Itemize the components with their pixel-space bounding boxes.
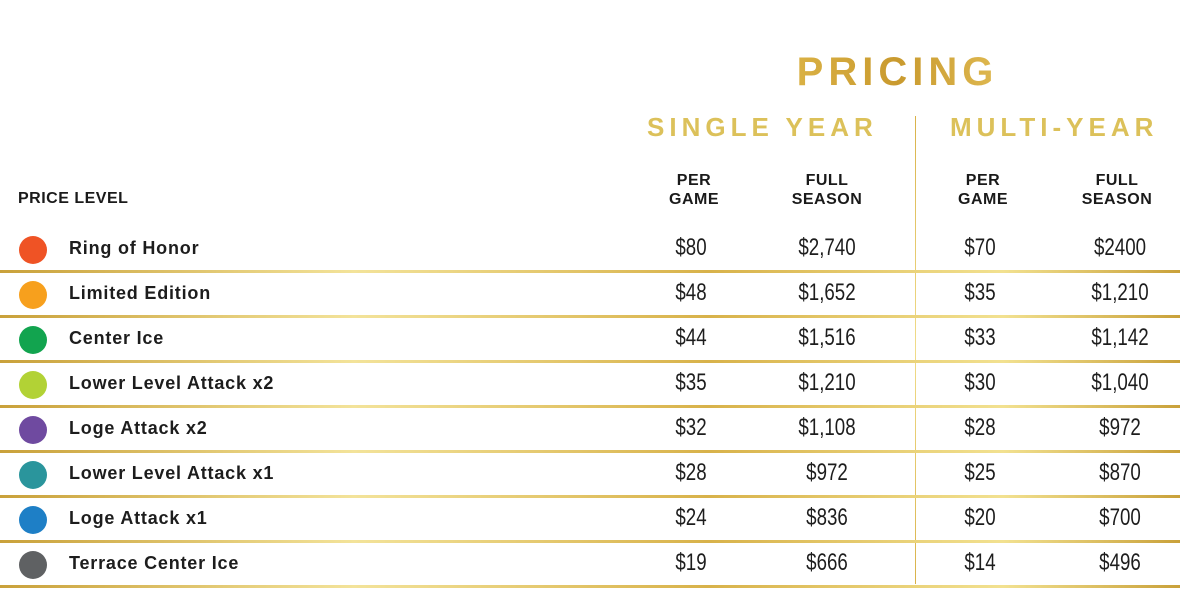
single-per-game-price: $28 <box>675 459 707 486</box>
single-full-season-price: $972 <box>806 459 848 486</box>
price-level-color-dot <box>19 416 47 444</box>
price-level-name: Lower Level Attack x1 <box>69 463 275 483</box>
single-year-heading: SINGLE YEAR <box>647 112 878 142</box>
multi-per-game-price: $35 <box>964 279 996 306</box>
column-divider <box>915 116 916 584</box>
multi-per-game-header-text: PER GAME <box>958 172 1008 208</box>
multi-per-game-price: $14 <box>964 549 996 576</box>
table-row: Limited Edition $48 $1,652 $35 $1,210 <box>0 273 1180 318</box>
price-level-color-dot <box>19 551 47 579</box>
table-row: Lower Level Attack x1 $28 $972 $25 $870 <box>0 453 1180 498</box>
single-per-game-price: $35 <box>675 369 707 396</box>
table-row: Terrace Center Ice $19 $666 $14 $496 <box>0 543 1180 588</box>
price-level-color-dot <box>19 236 47 264</box>
table-row: Ring of Honor $80 $2,740 $70 $2400 <box>0 228 1180 273</box>
single-per-game-price: $80 <box>675 234 707 261</box>
price-level-header: PRICE LEVEL <box>18 190 129 207</box>
single-per-game-price: $24 <box>675 504 707 531</box>
table-row: Loge Attack x2 $32 $1,108 $28 $972 <box>0 408 1180 453</box>
multi-per-game-price: $70 <box>964 234 996 261</box>
multi-per-game-price: $33 <box>964 324 996 351</box>
multi-full-season-price: $870 <box>1099 459 1141 486</box>
page-title: PRICING <box>760 50 1035 95</box>
single-per-game-header-text: PER GAME <box>669 172 719 208</box>
price-level-color-dot <box>19 461 47 489</box>
single-per-game-price: $44 <box>675 324 707 351</box>
price-level-name: Limited Edition <box>69 283 211 303</box>
row-divider <box>0 495 1180 498</box>
multi-full-season-price: $496 <box>1099 549 1141 576</box>
price-level-name: Center Ice <box>69 328 165 348</box>
table-row: Center Ice $44 $1,516 $33 $1,142 <box>0 318 1180 363</box>
row-divider <box>0 405 1180 408</box>
single-full-season-price: $1,652 <box>798 279 856 306</box>
multi-full-season-price: $2400 <box>1093 234 1147 261</box>
price-level-color-dot <box>19 281 47 309</box>
price-level-color-dot <box>19 506 47 534</box>
row-divider <box>0 585 1180 588</box>
price-level-color-dot <box>19 371 47 399</box>
price-level-name: Lower Level Attack x2 <box>69 373 275 393</box>
multi-full-season-header-text: FULL SEASON <box>1081 172 1153 208</box>
multi-per-game-price: $20 <box>964 504 996 531</box>
price-level-name: Loge Attack x2 <box>69 418 208 438</box>
multi-per-game-price: $25 <box>964 459 996 486</box>
single-per-game-header: PER GAME <box>634 171 754 209</box>
multi-per-game-price: $28 <box>964 414 996 441</box>
price-level-name: Loge Attack x1 <box>69 508 208 528</box>
multi-full-season-price: $1,210 <box>1091 279 1149 306</box>
multi-full-season-price: $972 <box>1099 414 1141 441</box>
single-full-season-price: $1,108 <box>798 414 856 441</box>
price-level-color-dot <box>19 326 47 354</box>
price-level-name: Ring of Honor <box>69 238 200 258</box>
row-divider <box>0 540 1180 543</box>
single-full-season-price: $2,740 <box>798 234 856 261</box>
single-per-game-price: $32 <box>675 414 707 441</box>
price-level-name: Terrace Center Ice <box>69 553 240 573</box>
row-divider <box>0 270 1180 273</box>
single-full-season-price: $666 <box>806 549 848 576</box>
multi-year-heading: MULTI-YEAR <box>950 112 1159 142</box>
multi-full-season-price: $1,142 <box>1091 324 1149 351</box>
multi-full-season-price: $700 <box>1099 504 1141 531</box>
row-divider <box>0 360 1180 363</box>
single-per-game-price: $19 <box>675 549 707 576</box>
row-divider <box>0 450 1180 453</box>
multi-full-season-price: $1,040 <box>1091 369 1149 396</box>
single-full-season-header: FULL SEASON <box>767 171 887 209</box>
single-full-season-header-text: FULL SEASON <box>791 172 863 208</box>
single-full-season-price: $1,210 <box>798 369 856 396</box>
table-row: Loge Attack x1 $24 $836 $20 $700 <box>0 498 1180 543</box>
single-full-season-price: $1,516 <box>798 324 856 351</box>
multi-full-season-header: FULL SEASON <box>1057 171 1177 209</box>
single-full-season-price: $836 <box>806 504 848 531</box>
multi-per-game-header: PER GAME <box>923 171 1043 209</box>
table-row: Lower Level Attack x2 $35 $1,210 $30 $1,040 <box>0 363 1180 408</box>
multi-per-game-price: $30 <box>964 369 996 396</box>
row-divider <box>0 315 1180 318</box>
single-per-game-price: $48 <box>675 279 707 306</box>
